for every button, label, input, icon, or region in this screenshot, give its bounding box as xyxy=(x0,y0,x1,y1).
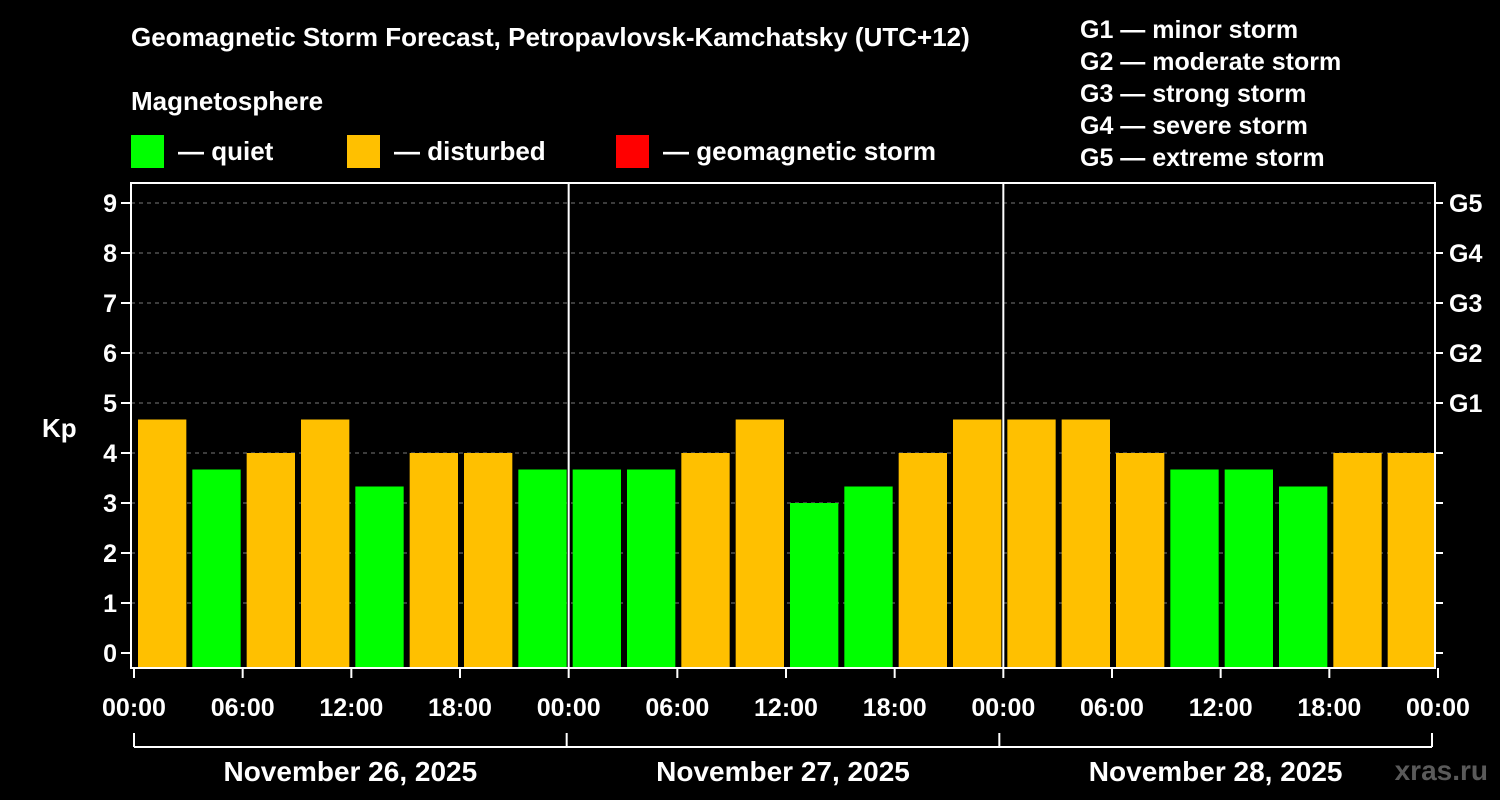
legend-swatch-disturbed xyxy=(347,134,380,168)
kp-bar xyxy=(1279,486,1328,668)
y-tick-label: 0 xyxy=(103,640,117,668)
g-scale-item: G5 — extreme storm xyxy=(1080,144,1325,172)
kp-bar xyxy=(572,469,621,668)
g-scale-item: G3 — strong storm xyxy=(1080,80,1307,108)
chart-title: Geomagnetic Storm Forecast, Petropavlovs… xyxy=(131,22,970,52)
kp-bar xyxy=(246,453,295,668)
legend-disturbed: — disturbed xyxy=(347,134,546,168)
legend-label-disturbed: — disturbed xyxy=(394,135,546,166)
x-tick-label: 06:00 xyxy=(645,694,709,722)
y-tick-label: 8 xyxy=(103,240,117,268)
y-tick-label: 4 xyxy=(103,440,117,468)
x-tick-label: 00:00 xyxy=(1406,694,1470,722)
x-tick-label: 18:00 xyxy=(428,694,492,722)
x-tick-label: 00:00 xyxy=(537,694,601,722)
x-tick-label: 00:00 xyxy=(102,694,166,722)
g-level-label: G3 xyxy=(1449,290,1482,318)
kp-bar xyxy=(681,453,730,668)
day-label: November 27, 2025 xyxy=(656,756,910,787)
g-level-label: G2 xyxy=(1449,340,1482,368)
kp-bar xyxy=(790,503,839,668)
x-tick-label: 12:00 xyxy=(319,694,383,722)
watermark: xras.ru xyxy=(1394,755,1488,786)
y-tick-label: 5 xyxy=(103,390,117,418)
day-label: November 28, 2025 xyxy=(1089,756,1343,787)
x-tick-label: 12:00 xyxy=(754,694,818,722)
kp-bar xyxy=(138,419,187,668)
x-tick-label: 06:00 xyxy=(1080,694,1144,722)
kp-bar xyxy=(844,486,893,668)
kp-bar xyxy=(953,419,1002,668)
kp-bar xyxy=(192,469,241,668)
legend-storm: — geomagnetic storm xyxy=(616,134,936,168)
g-level-label: G5 xyxy=(1449,190,1482,218)
y-axis-label: Kp xyxy=(42,413,77,443)
kp-bar xyxy=(1224,469,1273,668)
legend-quiet: — quiet xyxy=(131,134,273,168)
kp-bar xyxy=(518,469,567,668)
g-scale-item: G1 — minor storm xyxy=(1080,16,1299,44)
y-tick-label: 6 xyxy=(103,340,117,368)
x-tick-label: 18:00 xyxy=(863,694,927,722)
x-tick-label: 06:00 xyxy=(211,694,275,722)
kp-bar xyxy=(1170,469,1219,668)
kp-bar xyxy=(409,453,458,668)
kp-bar xyxy=(1007,419,1056,668)
g-scale-item: G2 — moderate storm xyxy=(1080,48,1342,76)
kp-bar xyxy=(355,486,404,668)
y-tick-label: 9 xyxy=(103,190,117,218)
g-scale-item: G4 — severe storm xyxy=(1080,112,1308,140)
x-tick-label: 12:00 xyxy=(1189,694,1253,722)
g-level-label: G1 xyxy=(1449,390,1482,418)
y-tick-label: 7 xyxy=(103,290,117,318)
legend-swatch-storm xyxy=(616,134,649,168)
y-tick-label: 1 xyxy=(103,590,117,618)
y-tick-label: 3 xyxy=(103,490,117,518)
magnetosphere-title: Magnetosphere xyxy=(131,86,324,116)
day-label: November 26, 2025 xyxy=(223,756,477,787)
kp-bar xyxy=(735,419,784,668)
y-tick-label: 2 xyxy=(103,540,117,568)
legend-label-quiet: — quiet xyxy=(178,135,274,166)
kp-bar xyxy=(1116,453,1165,668)
kp-bar xyxy=(1061,419,1110,668)
kp-bar xyxy=(1333,453,1382,668)
legend-label-storm: — geomagnetic storm xyxy=(663,135,937,166)
legend-swatch-quiet xyxy=(131,134,164,168)
g-scale-legend: G1 — minor storm G2 — moderate storm G3 … xyxy=(1080,14,1341,174)
g-level-label: G4 xyxy=(1449,240,1482,268)
kp-bar xyxy=(1387,453,1436,668)
plot-frame xyxy=(130,182,1436,669)
x-tick-label: 18:00 xyxy=(1297,694,1361,722)
kp-bar xyxy=(301,419,350,668)
kp-bar xyxy=(627,469,676,668)
kp-bar xyxy=(898,453,947,668)
x-tick-label: 00:00 xyxy=(971,694,1035,722)
kp-bar xyxy=(464,453,513,668)
